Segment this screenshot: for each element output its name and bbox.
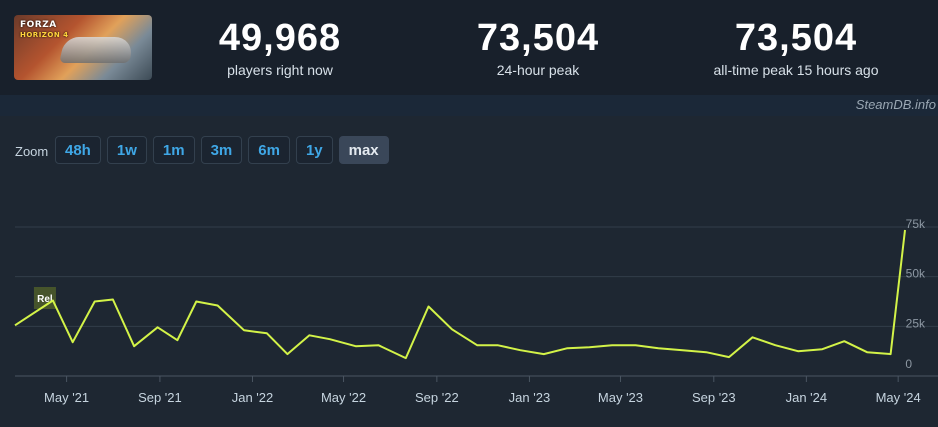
- zoom-1m-button[interactable]: 1m: [152, 136, 195, 164]
- x-tick-label: May '24: [876, 390, 921, 405]
- current-players-label: players right now: [227, 62, 333, 78]
- stats-bar: FORZA HORIZON 4 49,968 players right now…: [0, 0, 938, 95]
- zoom-6m-button[interactable]: 6m: [248, 136, 290, 164]
- steamdb-credit[interactable]: SteamDB.info: [855, 97, 936, 112]
- peak-24h-value: 73,504: [476, 17, 600, 59]
- alltime-peak-value: 73,504: [734, 17, 858, 59]
- x-tick-label: May '23: [598, 390, 643, 405]
- car-image: [59, 37, 135, 63]
- game-logo[interactable]: FORZA HORIZON 4: [14, 15, 152, 80]
- zoom-1w-button[interactable]: 1w: [106, 136, 147, 164]
- chart-panel: Zoom 48h 1w 1m 3m 6m 1y max 0 25k 50k 75k Ma…: [0, 116, 938, 427]
- zoom-buttons: 48h 1w 1m 3m 6m 1y max: [55, 136, 389, 164]
- zoom-48h-button[interactable]: 48h: [55, 136, 101, 164]
- peak-24h-label: 24-hour peak: [496, 62, 580, 78]
- x-tick-label: Jan '23: [509, 390, 551, 405]
- release-flag: [33, 287, 56, 309]
- logo-brand: FORZA: [20, 20, 57, 30]
- x-tick-label: May '21: [44, 390, 89, 405]
- x-tick-label: May '22: [321, 390, 366, 405]
- y-tick-label: 0: [905, 357, 912, 371]
- series-line: [14, 229, 906, 360]
- player-count-chart[interactable]: 0 25k 50k 75k May '21 Sep '21 Jan '22 May '22 Se…: [0, 116, 938, 427]
- release-flag-label: Rel: [37, 294, 53, 305]
- stat-current: 49,968 players right now: [160, 18, 400, 78]
- zoom-3m-button[interactable]: 3m: [200, 136, 243, 164]
- x-tick-label: Sep '23: [692, 390, 736, 405]
- zoom-label: Zoom: [15, 144, 49, 159]
- logo-sub: HORIZON 4: [20, 31, 69, 39]
- y-tick-label: 75k: [906, 217, 926, 231]
- stat-alltime-peak: 73,504 all-time peak 15 hours ago: [676, 18, 916, 78]
- y-tick-label: 25k: [906, 316, 926, 330]
- zoom-1y-button[interactable]: 1y: [295, 136, 333, 164]
- stat-24h-peak: 73,504 24-hour peak: [418, 18, 658, 78]
- x-tick-label: Sep '22: [415, 390, 459, 405]
- zoom-max-button[interactable]: max: [338, 136, 389, 164]
- x-tick-label: Jan '22: [232, 390, 274, 405]
- current-players-value: 49,968: [218, 17, 342, 59]
- x-tick-label: Jan '24: [786, 390, 828, 405]
- y-tick-label: 50k: [906, 267, 926, 281]
- alltime-peak-label: all-time peak 15 hours ago: [713, 62, 879, 78]
- x-tick-label: Sep '21: [138, 390, 182, 405]
